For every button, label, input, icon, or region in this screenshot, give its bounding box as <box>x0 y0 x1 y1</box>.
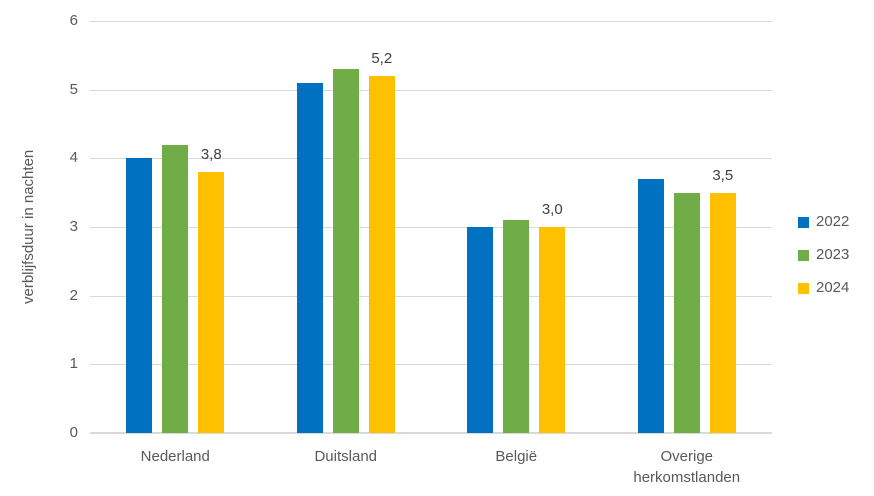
gridline <box>90 364 772 366</box>
bar-value-label: 3,5 <box>712 166 734 184</box>
x-axis-category-label: Overige herkomstlanden <box>602 446 773 488</box>
bar-value-label: 3,0 <box>541 201 563 218</box>
bar-2024-belgi: 3,0 <box>539 201 566 433</box>
x-axis-category-text: Overige herkomstlanden <box>633 448 741 486</box>
y-axis-tick-label: 2 <box>69 286 78 304</box>
legend-item-2022: 2022 <box>798 212 849 232</box>
legend-label: 2024 <box>816 279 850 296</box>
bar-2022-nederland <box>126 158 153 433</box>
bar-2023-nederland <box>162 144 189 433</box>
legend-item-2023: 2023 <box>798 245 849 265</box>
plot-area: 3,8 5,2 3,0 3,5 <box>90 21 773 434</box>
y-axis-tick-label: 6 <box>69 12 78 29</box>
bar-2022-overige-herkomstlanden <box>637 178 664 433</box>
bar-group-overige-herkomstlanden: 3,5 <box>602 21 773 433</box>
legend-label: 2023 <box>816 246 850 263</box>
x-axis-category-label: Nederland <box>90 446 261 467</box>
x-axis-category-text: België <box>495 448 538 465</box>
x-axis-category-label: Duitsland <box>261 446 432 467</box>
x-axis-category-text: Duitsland <box>314 448 378 465</box>
y-axis-tick-label: 3 <box>69 218 78 235</box>
bar-2023-overige-herkomstlanden <box>673 192 700 433</box>
bar-group-duitsland: 5,2 <box>261 21 432 433</box>
gridline <box>90 21 772 22</box>
gridline <box>90 227 772 228</box>
bar-2024-overige-herkomstlanden: 3,5 <box>709 167 736 433</box>
bar-value-label: 3,8 <box>200 146 222 164</box>
legend-label: 2022 <box>816 213 850 230</box>
legend: 2022 2023 2024 <box>798 212 849 298</box>
bar-2024-duitsland: 5,2 <box>368 50 395 433</box>
bar-group-belgi: 3,0 <box>431 21 602 433</box>
gridline <box>90 295 772 297</box>
y-axis-tick-label: 5 <box>69 80 78 98</box>
x-axis-category-text: Nederland <box>140 448 210 465</box>
y-axis-tick-label: 4 <box>69 149 78 167</box>
bar-group-nederland: 3,8 <box>90 21 261 433</box>
gridline <box>90 89 772 91</box>
bar-2023-belgi <box>503 220 530 433</box>
y-axis-tick-label: 0 <box>69 424 78 441</box>
legend-item-2024: 2024 <box>798 278 849 298</box>
legend-swatch-icon <box>798 282 809 294</box>
bar-value-label: 5,2 <box>371 49 393 67</box>
y-axis-tick-label: 1 <box>69 355 78 373</box>
legend-swatch-icon <box>798 216 809 228</box>
y-axis: 0 1 2 3 4 5 6 <box>0 12 78 441</box>
bar-2022-belgi <box>467 227 494 433</box>
gridline <box>90 158 772 160</box>
x-axis: Nederland Duitsland België Overige herkomst… <box>90 446 772 494</box>
bar-2024-nederland: 3,8 <box>198 146 225 433</box>
bar-2023-duitsland <box>332 69 359 433</box>
x-axis-category-label: België <box>431 446 602 467</box>
legend-swatch-icon <box>798 249 809 261</box>
x-axis-line <box>90 432 772 434</box>
bar-2022-duitsland <box>296 82 323 433</box>
